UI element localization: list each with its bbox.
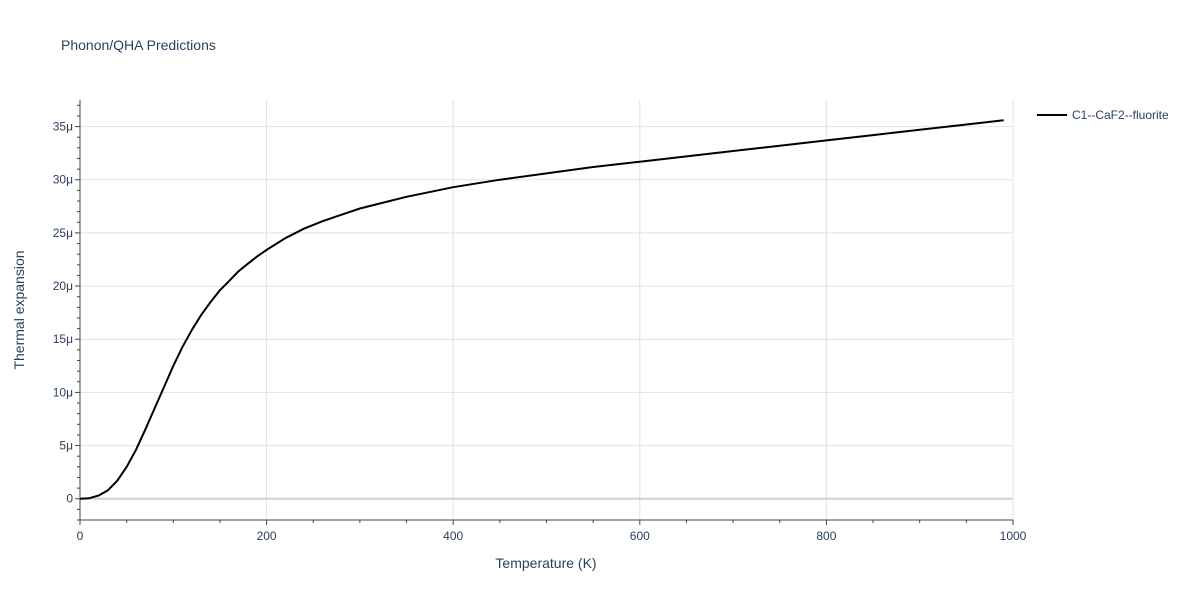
legend[interactable]: C1--CaF2--fluorite (1037, 108, 1169, 122)
y-tick-label: 10μ (53, 385, 73, 399)
x-axis-title: Temperature (K) (495, 555, 596, 571)
y-tick-label: 15μ (53, 332, 73, 346)
y-tick-label: 5μ (59, 439, 73, 453)
plot-area (79, 119, 1004, 500)
chart-title: Phonon/QHA Predictions (61, 37, 216, 53)
y-tick-label: 20μ (53, 279, 73, 293)
y-tick-label: 0 (66, 492, 73, 506)
grid-layer (80, 100, 1014, 520)
x-tick-label: 200 (257, 529, 277, 543)
y-axis-title: Thermal expansion (11, 250, 27, 369)
x-tick-label: 600 (630, 529, 650, 543)
y-tick-label: 35μ (53, 120, 73, 134)
axes: 0 200 400 600 800 1000 0 5μ 10μ 15μ 20μ 25μ 30μ 35μ (53, 100, 1027, 543)
x-tick-label: 400 (443, 529, 463, 543)
x-tick-label: 1000 (1000, 529, 1027, 543)
y-tick-label: 30μ (53, 173, 73, 187)
series-line (79, 119, 1004, 500)
x-tick-label: 0 (77, 529, 84, 543)
legend-label: C1--CaF2--fluorite (1072, 108, 1169, 122)
y-tick-label: 25μ (53, 226, 73, 240)
x-tick-label: 800 (816, 529, 836, 543)
